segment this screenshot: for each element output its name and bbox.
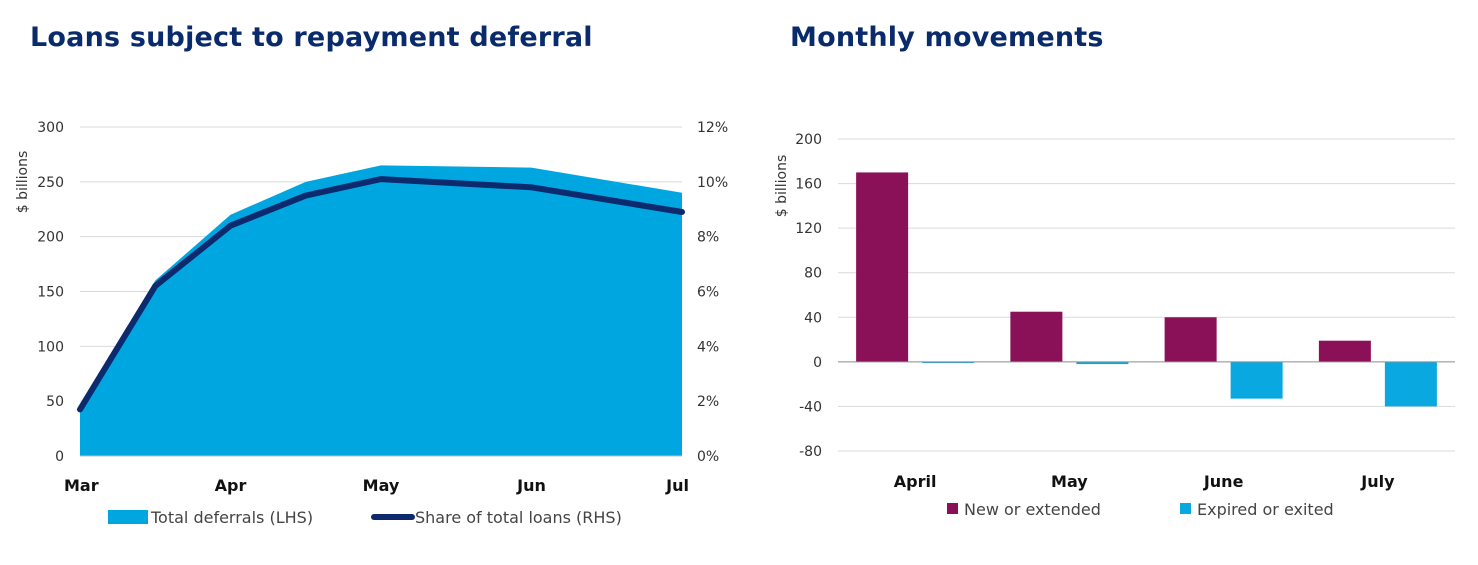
left-x-tick-label: Jul <box>665 476 689 495</box>
right-y-tick-label: 80 <box>804 266 822 282</box>
left-y2-tick-label: 4% <box>697 339 719 355</box>
left-y-tick-label: 250 <box>37 175 64 191</box>
right-y-tick-label: -80 <box>799 444 822 460</box>
expired-or-exited-bar <box>1384 361 1437 407</box>
left-y-tick-label: 200 <box>37 230 64 246</box>
new-or-extended-bar <box>856 172 909 362</box>
left-y2-tick-label: 8% <box>697 230 719 246</box>
total-deferrals-area <box>80 165 682 456</box>
legend-label-share-of-loans: Share of total loans (RHS) <box>415 508 622 527</box>
left-y2-tick-label: 0% <box>697 449 719 465</box>
right-x-tick-label: April <box>894 472 937 491</box>
left-x-tick-label: Jun <box>516 476 546 495</box>
expired-or-exited-bar <box>922 361 975 363</box>
right-y-tick-label: 0 <box>813 355 822 371</box>
share-of-total-loans-line <box>77 176 685 413</box>
left-chart-title: Loans subject to repayment deferral <box>30 22 593 53</box>
left-y-tick-label: 300 <box>37 120 64 136</box>
left-y2-tick-label: 12% <box>697 120 728 136</box>
left-x-tick-label: Mar <box>64 476 99 495</box>
left-x-tick-label: May <box>363 476 400 495</box>
left-y2-tick-label: 10% <box>697 175 728 191</box>
legend-swatch-expired-or-exited <box>1180 503 1191 514</box>
left-x-tick-label: Apr <box>215 476 247 495</box>
left-y-tick-label: 0 <box>55 449 64 465</box>
legend-label-expired-or-exited: Expired or exited <box>1197 500 1334 519</box>
right-chart-title: Monthly movements <box>790 22 1104 53</box>
new-or-extended-bar <box>1318 340 1371 362</box>
right-y-tick-label: -40 <box>799 399 822 415</box>
legend-label-total-deferrals: Total deferrals (LHS) <box>150 508 313 527</box>
right-y-tick-label: 160 <box>795 177 822 193</box>
left-y2-tick-label: 2% <box>697 394 719 410</box>
left-y-axis-label: $ billions <box>15 151 31 214</box>
expired-or-exited-bar <box>1230 361 1283 399</box>
legend-swatch-total-deferrals <box>108 510 148 524</box>
right-y-tick-label: 40 <box>804 310 822 326</box>
right-y-tick-label: 120 <box>795 221 822 237</box>
right-x-tick-label: May <box>1051 472 1088 491</box>
new-or-extended-bar <box>1010 311 1063 362</box>
legend-label-new-or-extended: New or extended <box>964 500 1101 519</box>
left-y-tick-label: 150 <box>37 285 64 301</box>
legend-swatch-new-or-extended <box>947 503 958 514</box>
right-x-tick-label: July <box>1360 472 1395 491</box>
expired-or-exited-bar <box>1076 361 1129 365</box>
right-y-axis-label: $ billions <box>774 155 790 218</box>
right-x-tick-label: June <box>1203 472 1244 491</box>
new-or-extended-bar <box>1164 317 1217 362</box>
left-y-tick-label: 100 <box>37 339 64 355</box>
left-y2-tick-label: 6% <box>697 285 719 301</box>
left-y-tick-label: 50 <box>46 394 64 410</box>
right-y-tick-label: 200 <box>795 132 822 148</box>
